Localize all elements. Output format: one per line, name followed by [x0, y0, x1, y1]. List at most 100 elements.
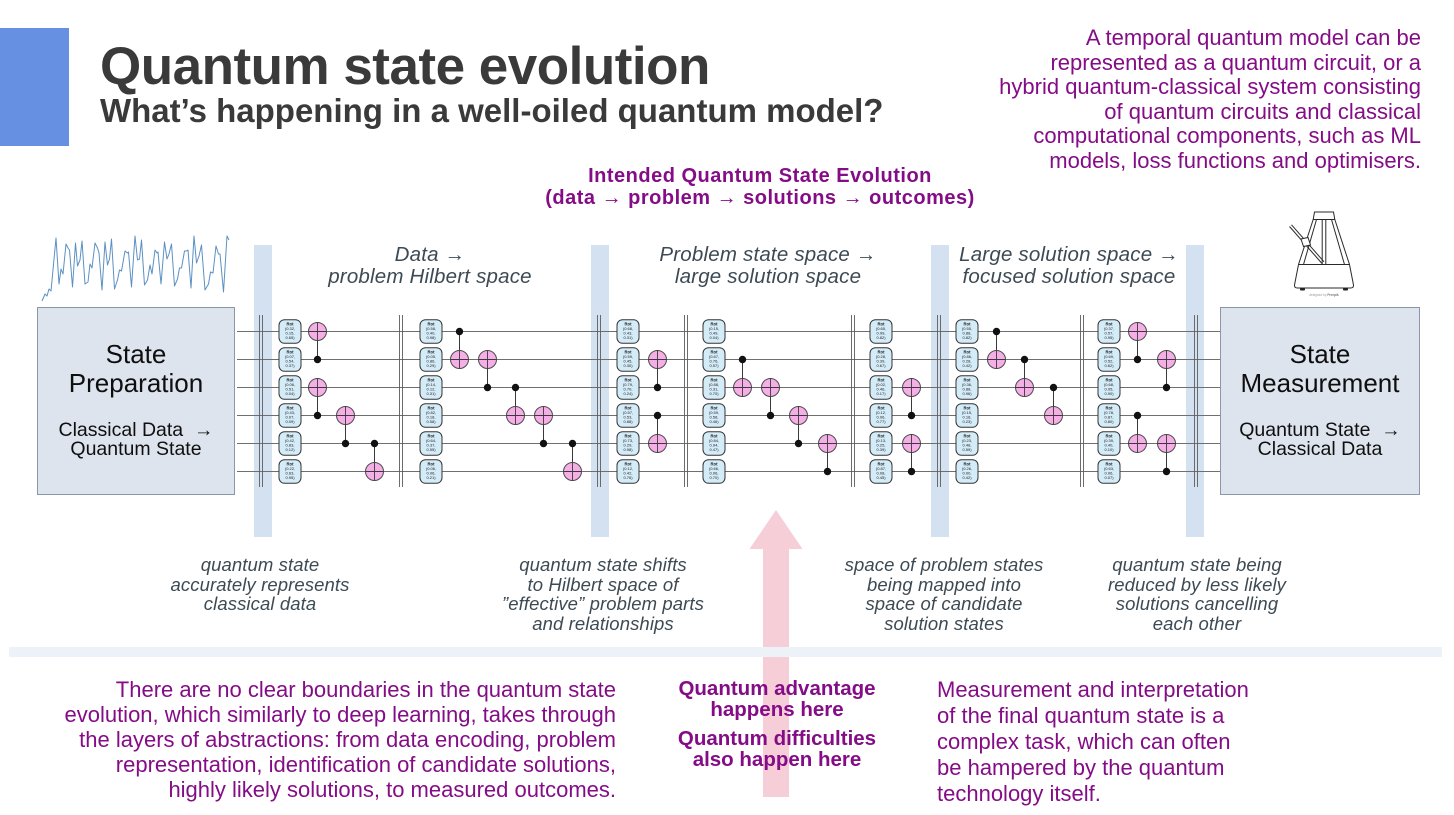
- svg-text:0.05,: 0.05,: [1105, 387, 1114, 392]
- svg-text:(0.36,: (0.36,: [962, 382, 972, 387]
- svg-text:Rot: Rot: [964, 434, 972, 439]
- svg-text:0.07,: 0.07,: [286, 415, 295, 420]
- svg-text:0.28,: 0.28,: [963, 359, 972, 364]
- svg-text:0.17): 0.17): [876, 391, 886, 396]
- svg-text:0.21): 0.21): [426, 475, 436, 480]
- svg-text:0.37,: 0.37,: [427, 443, 436, 448]
- svg-text:0.37): 0.37): [285, 363, 295, 368]
- svg-text:0.46,: 0.46,: [877, 387, 886, 392]
- svg-text:0.58): 0.58): [426, 419, 436, 424]
- svg-text:0.82): 0.82): [876, 335, 886, 340]
- svg-text:(0.12,: (0.12,: [876, 410, 886, 415]
- svg-text:0.98): 0.98): [623, 447, 633, 452]
- svg-text:(0.59,: (0.59,: [623, 354, 633, 359]
- svg-text:Rot: Rot: [625, 322, 633, 327]
- svg-text:Rot: Rot: [711, 434, 719, 439]
- svg-text:0.24): 0.24): [623, 391, 633, 396]
- svg-text:(0.57,: (0.57,: [623, 410, 633, 415]
- svg-text:(0.63,: (0.63,: [1104, 466, 1114, 471]
- svg-text:0.15,: 0.15,: [286, 331, 295, 336]
- svg-text:(0.67,: (0.67,: [709, 354, 719, 359]
- svg-text:0.40,: 0.40,: [427, 331, 436, 336]
- svg-text:(0.55,: (0.55,: [962, 326, 972, 331]
- svg-text:0.76): 0.76): [623, 475, 633, 480]
- svg-text:0.49,: 0.49,: [710, 331, 719, 336]
- svg-text:0.12,: 0.12,: [427, 387, 436, 392]
- svg-text:Rot: Rot: [625, 350, 633, 355]
- svg-text:Rot: Rot: [964, 406, 972, 411]
- svg-text:Rot: Rot: [964, 350, 972, 355]
- svg-text:0.18,: 0.18,: [427, 415, 436, 420]
- svg-text:0.31): 0.31): [426, 391, 436, 396]
- svg-text:0.90): 0.90): [1104, 391, 1114, 396]
- svg-text:Rot: Rot: [1106, 322, 1114, 327]
- svg-text:0.67): 0.67): [876, 363, 886, 368]
- svg-text:0.94,: 0.94,: [710, 443, 719, 448]
- svg-text:Rot: Rot: [1106, 350, 1114, 355]
- svg-text:0.45): 0.45): [876, 475, 886, 480]
- svg-text:Rot: Rot: [428, 406, 436, 411]
- svg-text:0.88,: 0.88,: [963, 331, 972, 336]
- svg-text:0.96): 0.96): [962, 391, 972, 396]
- svg-text:(0.68,: (0.68,: [623, 326, 633, 331]
- svg-text:(0.42,: (0.42,: [285, 438, 295, 443]
- svg-text:0.06,: 0.06,: [1105, 471, 1114, 476]
- svg-text:Rot: Rot: [287, 434, 295, 439]
- svg-text:0.30): 0.30): [623, 363, 633, 368]
- svg-text:(0.69,: (0.69,: [1104, 354, 1114, 359]
- svg-text:0.83,: 0.83,: [286, 443, 295, 448]
- svg-text:Rot: Rot: [1106, 406, 1114, 411]
- svg-text:(0.59,: (0.59,: [709, 410, 719, 415]
- svg-text:Rot: Rot: [287, 378, 295, 383]
- svg-text:(0.37,: (0.37,: [1104, 326, 1114, 331]
- svg-text:0.86,: 0.86,: [427, 359, 436, 364]
- svg-text:(0.39,: (0.39,: [1104, 438, 1114, 443]
- svg-text:0.39,: 0.39,: [877, 359, 886, 364]
- svg-text:Rot: Rot: [878, 350, 886, 355]
- svg-text:Rot: Rot: [711, 350, 719, 355]
- svg-text:(0.65,: (0.65,: [876, 326, 886, 331]
- svg-text:0.04): 0.04): [709, 335, 719, 340]
- svg-text:0.76,: 0.76,: [710, 359, 719, 364]
- svg-text:0.04): 0.04): [285, 391, 295, 396]
- svg-text:Rot: Rot: [878, 462, 886, 467]
- svg-text:(0.43,: (0.43,: [285, 410, 295, 415]
- svg-text:0.00,: 0.00,: [963, 471, 972, 476]
- svg-text:(0.64,: (0.64,: [426, 438, 436, 443]
- svg-text:0.55): 0.55): [426, 447, 436, 452]
- svg-text:0.08,: 0.08,: [877, 471, 886, 476]
- svg-text:Rot: Rot: [625, 434, 633, 439]
- svg-text:0.23): 0.23): [962, 419, 972, 424]
- svg-text:0.12): 0.12): [285, 447, 295, 452]
- svg-text:(0.02,: (0.02,: [876, 382, 886, 387]
- svg-text:Rot: Rot: [964, 378, 972, 383]
- svg-text:(0.58,: (0.58,: [426, 326, 436, 331]
- svg-text:(0.88,: (0.88,: [709, 382, 719, 387]
- svg-text:0.70): 0.70): [709, 391, 719, 396]
- svg-text:0.57,: 0.57,: [1105, 331, 1114, 336]
- svg-text:0.45,: 0.45,: [624, 359, 633, 364]
- svg-text:Rot: Rot: [287, 406, 295, 411]
- svg-text:0.31): 0.31): [623, 335, 633, 340]
- svg-text:0.29,: 0.29,: [624, 443, 633, 448]
- svg-text:Rot: Rot: [878, 434, 886, 439]
- svg-text:(0.66,: (0.66,: [709, 466, 719, 471]
- svg-text:0.25,: 0.25,: [877, 443, 886, 448]
- svg-text:Rot: Rot: [428, 378, 436, 383]
- svg-text:0.29): 0.29): [426, 363, 436, 368]
- svg-text:0.06,: 0.06,: [710, 471, 719, 476]
- svg-text:0.31,: 0.31,: [710, 387, 719, 392]
- svg-text:Rot: Rot: [964, 322, 972, 327]
- svg-text:Rot: Rot: [878, 322, 886, 327]
- svg-text:Rot: Rot: [428, 434, 436, 439]
- svg-text:0.40,: 0.40,: [1105, 443, 1114, 448]
- svg-text:0.95): 0.95): [285, 475, 295, 480]
- svg-text:0.63,: 0.63,: [286, 471, 295, 476]
- svg-text:Rot: Rot: [428, 462, 436, 467]
- svg-text:0.06,: 0.06,: [877, 415, 886, 420]
- svg-text:0.80): 0.80): [1104, 419, 1114, 424]
- svg-text:(0.28,: (0.28,: [876, 354, 886, 359]
- svg-text:0.51,: 0.51,: [286, 387, 295, 392]
- svg-text:0.62): 0.62): [1104, 363, 1114, 368]
- svg-text:0.88): 0.88): [623, 419, 633, 424]
